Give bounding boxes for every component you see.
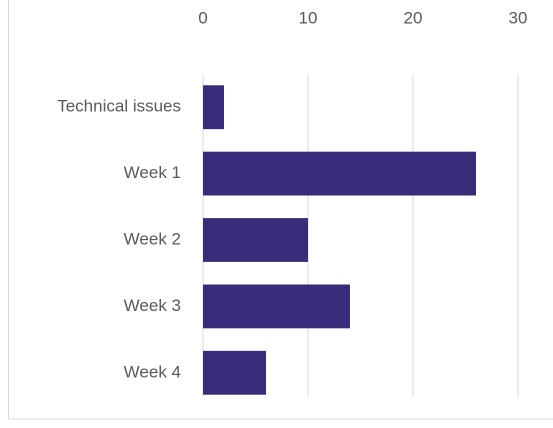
bar [203, 151, 476, 196]
y-tick-label: Week 3 [124, 296, 181, 315]
y-tick-label: Week 1 [124, 163, 181, 182]
y-tick-label: Technical issues [57, 97, 181, 116]
bar [203, 284, 350, 329]
x-tick-label: 20 [404, 8, 423, 27]
y-tick-label: Week 4 [124, 362, 181, 381]
bar [203, 218, 308, 262]
chart-frame [8, 0, 553, 420]
y-tick-label: Week 2 [124, 229, 181, 248]
bar [203, 85, 224, 130]
x-tick-label: 0 [198, 8, 207, 27]
x-tick-label: 10 [299, 8, 318, 27]
x-tick-label: 30 [509, 8, 528, 27]
bar [203, 350, 266, 395]
